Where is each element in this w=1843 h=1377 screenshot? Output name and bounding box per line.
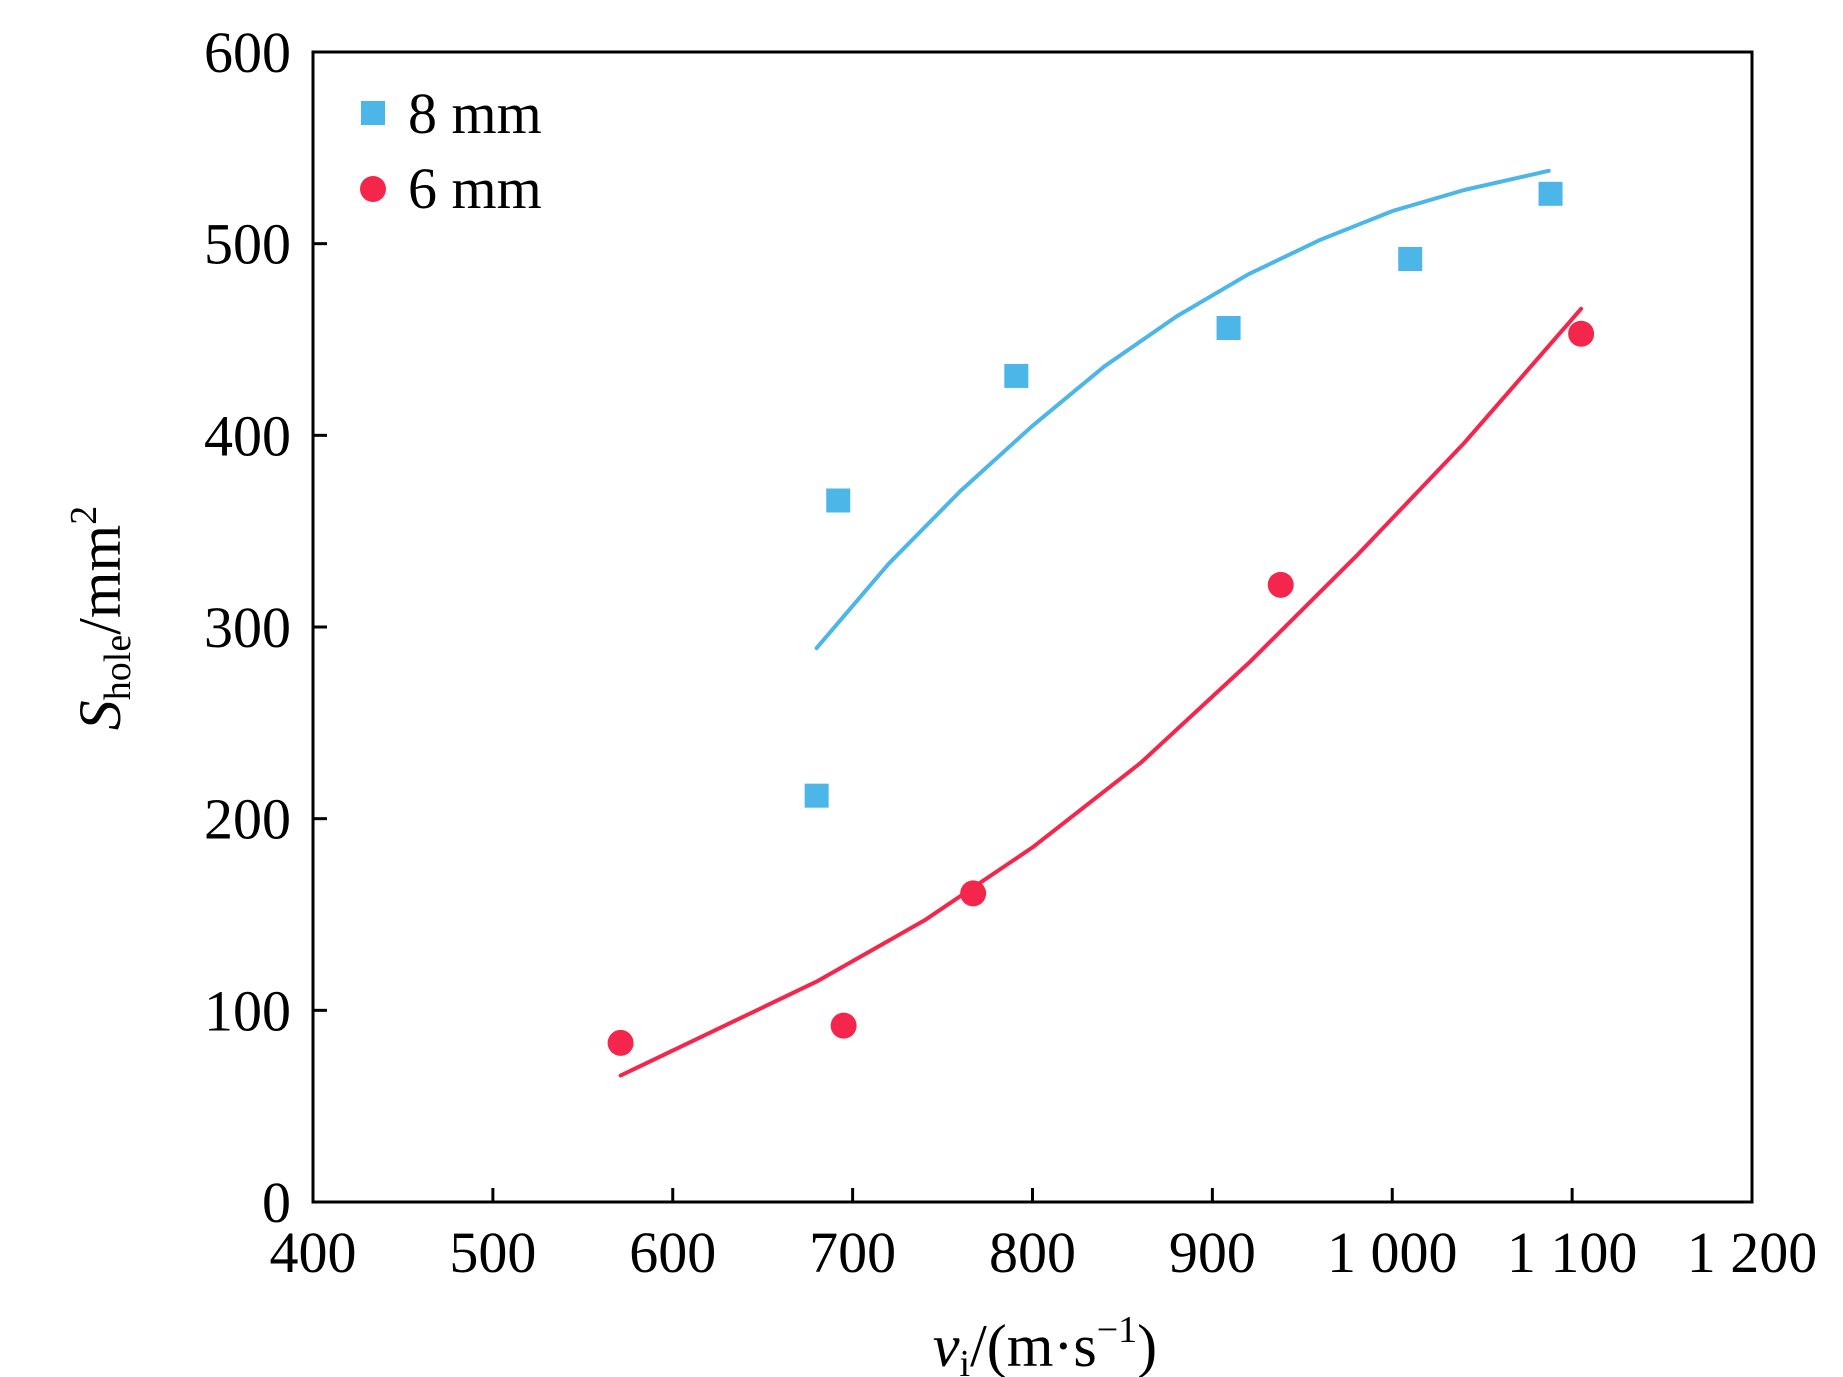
legend-marker-6mm xyxy=(360,176,386,202)
x-axis-title-sup: −1 xyxy=(1097,1309,1137,1351)
data-point-8mm xyxy=(1538,181,1563,206)
legend-label-6mm: 6 mm xyxy=(408,156,542,221)
data-point-6mm xyxy=(607,1029,634,1056)
x-tick-label: 900 xyxy=(1169,1220,1256,1285)
data-point-8mm xyxy=(826,488,851,513)
x-axis-title-close: ) xyxy=(1137,1313,1157,1377)
legend-marker-8mm xyxy=(361,101,385,125)
y-axis-title-unit: /mm xyxy=(67,525,133,635)
y-tick-label: 400 xyxy=(204,403,291,468)
series-8mm xyxy=(804,168,1563,808)
y-tick-label: 0 xyxy=(262,1170,291,1235)
axes: 400 500 600 700 800 900 1 000 1 100 1 200 0 100 200… xyxy=(204,20,1817,1285)
y-tick-label: 500 xyxy=(204,212,291,277)
x-tick-label: 500 xyxy=(449,1220,536,1285)
data-point-8mm xyxy=(1216,316,1241,340)
x-tick-label: 400 xyxy=(270,1220,357,1285)
x-tick-label: 700 xyxy=(809,1220,896,1285)
x-axis-title-var: v xyxy=(933,1313,960,1377)
plot-frame xyxy=(311,50,1754,1204)
data-point-8mm xyxy=(1398,247,1423,271)
y-axis-title: Shole/mm2 xyxy=(63,506,139,730)
y-tick-label: 200 xyxy=(204,787,291,852)
y-tick-label: 300 xyxy=(204,595,291,660)
y-tick-label: 600 xyxy=(204,20,291,85)
y-tick-label: 100 xyxy=(204,978,291,1043)
data-point-6mm xyxy=(830,1012,857,1039)
x-tick-label: 800 xyxy=(989,1220,1076,1285)
y-axis-title-sub: hole xyxy=(97,635,139,700)
x-tick-label: 1 000 xyxy=(1327,1220,1458,1285)
plot-area xyxy=(607,168,1595,1078)
fit-line-6mm xyxy=(618,306,1584,1078)
x-tick-label: 600 xyxy=(629,1220,716,1285)
data-point-6mm xyxy=(1267,571,1294,598)
y-axis-title-var: S xyxy=(67,700,133,730)
x-axis-title: vi/(m·s−1) xyxy=(933,1309,1157,1377)
legend-label-8mm: 8 mm xyxy=(408,81,542,146)
x-axis-title-unit: /(m·s xyxy=(970,1313,1097,1377)
x-axis-title-sub: i xyxy=(960,1343,971,1377)
data-point-6mm xyxy=(1568,320,1595,347)
fit-line-8mm xyxy=(814,168,1551,651)
y-axis-title-sup: 2 xyxy=(63,506,105,525)
data-point-8mm xyxy=(804,783,829,808)
x-tick-label: 1 200 xyxy=(1687,1220,1818,1285)
x-tick-label: 1 100 xyxy=(1507,1220,1638,1285)
series-6mm xyxy=(607,306,1595,1078)
legend: 8 mm 6 mm xyxy=(360,81,542,221)
data-point-8mm xyxy=(1004,363,1029,388)
data-point-6mm xyxy=(960,880,987,907)
